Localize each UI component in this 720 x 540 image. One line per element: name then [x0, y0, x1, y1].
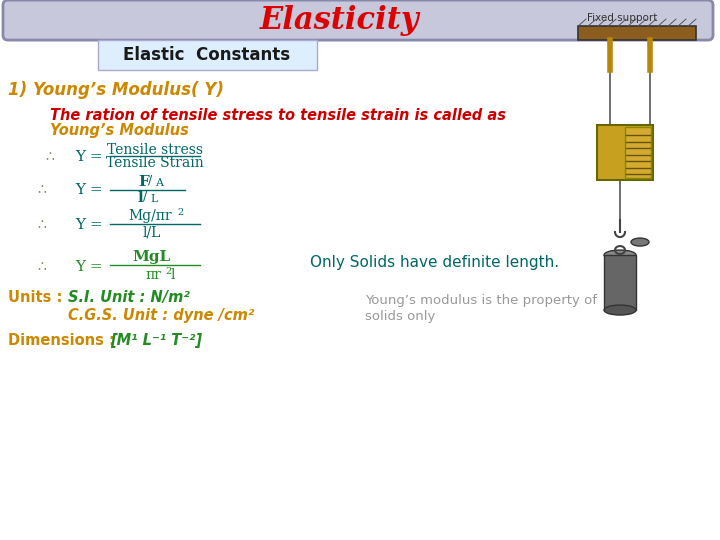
Text: 2: 2	[178, 207, 184, 217]
Ellipse shape	[604, 250, 636, 260]
Text: [M¹ L⁻¹ T⁻²]: [M¹ L⁻¹ T⁻²]	[110, 333, 202, 348]
Text: L: L	[150, 194, 158, 204]
Text: Fixed support: Fixed support	[587, 13, 657, 23]
Text: Young’s modulus is the property of: Young’s modulus is the property of	[365, 294, 597, 307]
Text: Mg/πr: Mg/πr	[128, 209, 172, 223]
Text: Tensile stress: Tensile stress	[107, 143, 203, 157]
Text: ∴: ∴	[37, 218, 46, 232]
Text: Elastic  Constants: Elastic Constants	[123, 46, 291, 64]
Text: 1) Young’s Modulus( Y): 1) Young’s Modulus( Y)	[8, 81, 224, 99]
Text: l: l	[171, 268, 176, 282]
Text: /: /	[143, 190, 148, 202]
Ellipse shape	[604, 305, 636, 315]
Text: Y =: Y =	[75, 260, 103, 274]
Ellipse shape	[631, 238, 649, 246]
Text: Dimensions :: Dimensions :	[8, 333, 115, 348]
Text: ∴: ∴	[37, 183, 46, 197]
Bar	[578, 26, 696, 40]
Bar	[597, 125, 653, 180]
Bar	[625, 127, 651, 178]
Text: 2: 2	[165, 267, 171, 275]
Bar	[604, 255, 636, 310]
Text: Y =: Y =	[75, 183, 103, 197]
Text: F: F	[138, 175, 149, 189]
FancyBboxPatch shape	[3, 0, 713, 40]
Text: ∴: ∴	[45, 150, 55, 164]
Text: C.G.S. Unit : dyne /cm²: C.G.S. Unit : dyne /cm²	[68, 308, 254, 322]
Text: ∴: ∴	[37, 260, 46, 274]
Text: Young’s Modulus: Young’s Modulus	[50, 123, 189, 138]
Text: l/L: l/L	[143, 225, 161, 239]
Text: A: A	[155, 178, 163, 188]
Text: solids only: solids only	[365, 309, 436, 322]
Text: Y =: Y =	[75, 150, 103, 164]
Text: Units :: Units :	[8, 289, 63, 305]
Text: Y =: Y =	[75, 218, 103, 232]
Text: Only Solids have definite length.: Only Solids have definite length.	[310, 254, 559, 269]
Text: πr: πr	[145, 268, 161, 282]
Text: /: /	[148, 173, 152, 186]
Text: MgL: MgL	[133, 250, 171, 264]
Text: Elasticity: Elasticity	[260, 5, 420, 36]
FancyBboxPatch shape	[98, 40, 317, 70]
Text: The ration of tensile stress to tensile strain is called as: The ration of tensile stress to tensile …	[50, 107, 506, 123]
Text: l: l	[138, 191, 144, 205]
Text: Tensile Strain: Tensile Strain	[106, 156, 204, 170]
Text: S.I. Unit : N/m²: S.I. Unit : N/m²	[68, 289, 190, 305]
